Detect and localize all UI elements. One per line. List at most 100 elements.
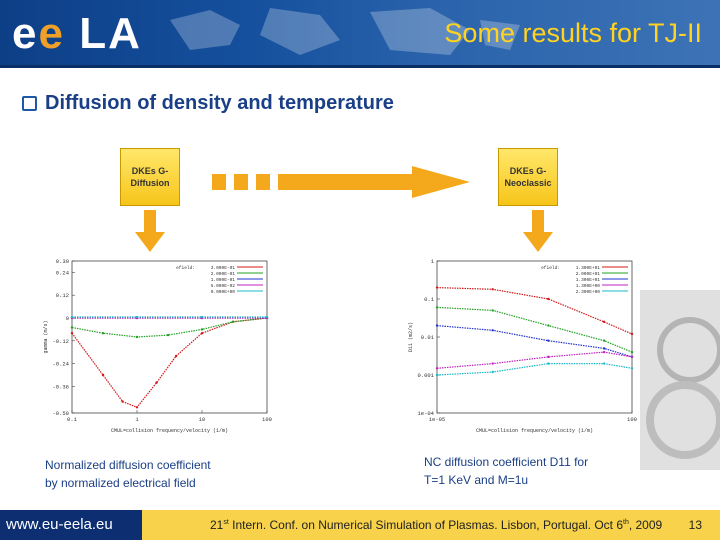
data-point [435,286,439,289]
data-point [435,306,439,309]
legend-label: 5.000E-02 [211,283,236,289]
legend-title: efield: [541,265,560,271]
x-tick-label: 10 [199,416,206,423]
x-axis-label: CMUL=collision frequency/velocity (1/m) [476,428,593,434]
data-point [435,324,439,327]
data-point [174,354,178,358]
data-point [135,315,139,319]
data-point [547,324,550,327]
y-tick-label: 0.1 [424,296,435,303]
data-point [200,332,204,335]
y-tick-label: -0.12 [52,338,69,345]
box-line-1: DKEs G- [509,166,547,176]
data-point [200,315,204,319]
x-axis-label: CMUL=collision frequency/velocity (1/m) [111,428,228,434]
data-point [70,326,74,329]
legend-label: 3.000E-01 [211,265,236,271]
data-point [602,347,606,350]
caption-line-2: T=1 KeV and M=1u [424,473,529,487]
y-tick-label: 0.12 [56,292,69,299]
slide-title: Some results for TJ-II [444,18,702,48]
page-number: 13 [688,518,702,532]
data-point [491,288,494,291]
header-banner: ee LA Some results for TJ-II [0,0,720,68]
box-line-1: DKEs G- [131,166,169,176]
caption-line-1: NC diffusion coefficient D11 for [424,455,589,469]
y-tick-label: 0.01 [421,334,435,341]
arrow-down-icon [135,210,165,252]
data-point [101,332,105,335]
data-point [101,373,105,377]
data-point [630,355,634,359]
legend-label: 0.000E+00 [211,289,236,295]
data-point [602,362,606,365]
legend-label: 1.300E+01 [576,277,601,283]
data-point [602,350,606,354]
data-point [491,362,494,365]
plot-frame [71,260,268,414]
data-point [547,362,550,365]
y-tick-label: 0.001 [417,372,434,379]
y-tick-label: 0.24 [56,269,70,276]
footer-bar: www.eu-eela.eu 21st Intern. Conf. on Num… [0,510,720,540]
data-point [602,339,606,342]
legend-label: 1.300E+01 [576,265,601,271]
dashed-arrow-right-icon [212,166,470,198]
data-point [265,315,269,319]
data-point [630,350,634,354]
bullet-text: Diffusion of density and temperature [45,92,394,114]
x-tick-label: 0.1 [67,416,78,423]
data-point [135,406,139,409]
x-tick-label: 1e-05 [429,416,446,423]
legend-label: 2.300E+00 [576,289,601,295]
gamma-vs-cmul-chart: 0.30 0.24 0.12 0 -0.12 -0.24 -0.36 -0.500.1 1 10 1… [43,258,272,434]
data-point [547,355,550,359]
checkbox-bullet-icon [22,96,37,111]
data-point [70,332,74,335]
data-point [547,339,550,342]
y-tick-label: 0 [66,315,69,322]
caption-line-2: by normalized electrical field [45,476,196,490]
x-tick-label: 100 [262,416,272,423]
eela-logo: ee LA [12,9,142,58]
data-point [121,400,124,403]
data-point [547,297,550,301]
footer-url-link[interactable]: www.eu-eela.eu [0,510,142,540]
series-line [71,317,268,409]
background-photo-decoration [640,290,720,470]
footer-conference-text: 21st Intern. Conf. on Numerical Simulati… [210,518,663,532]
caption-left: Normalized diffusion coefficient by norm… [45,456,211,492]
y-axis-label: gamma (m/s) [43,320,49,353]
caption-right: NC diffusion coefficient D11 for T=1 KeV… [424,453,588,489]
box-line-2: Neoclassic [504,178,552,188]
dkes-neoclassic-box: DKEs G- Neoclassic [498,148,558,206]
data-point [231,320,235,323]
data-point [435,373,439,377]
caption-line-1: Normalized diffusion coefficient [45,458,211,472]
legend-label: 1.000E-01 [211,277,236,283]
data-point [491,329,494,332]
data-point [435,367,439,370]
data-point [630,367,634,370]
data-point [70,315,74,319]
legend-label: 1.300E+00 [576,283,601,289]
series-line [436,287,633,335]
y-tick-label: -0.50 [52,410,69,417]
legend-label: 2.000E-01 [211,271,236,277]
world-map-decoration [170,8,520,55]
data-point [166,333,170,337]
y-tick-label: 1e-04 [417,410,434,417]
plot-frame [436,260,633,414]
data-point [491,309,494,312]
arrow-down-icon [523,210,553,252]
y-tick-label: 0.30 [56,258,69,265]
data-point [491,370,494,374]
legend-title: efield: [176,265,195,271]
y-axis-label: D11 (m2/s) [408,322,414,352]
y-tick-label: 1 [431,258,435,265]
y-tick-label: -0.36 [52,383,69,390]
box-line-2: Diffusion [130,178,170,188]
bullet-item: Diffusion of density and temperature [22,92,394,115]
data-point [155,381,158,384]
